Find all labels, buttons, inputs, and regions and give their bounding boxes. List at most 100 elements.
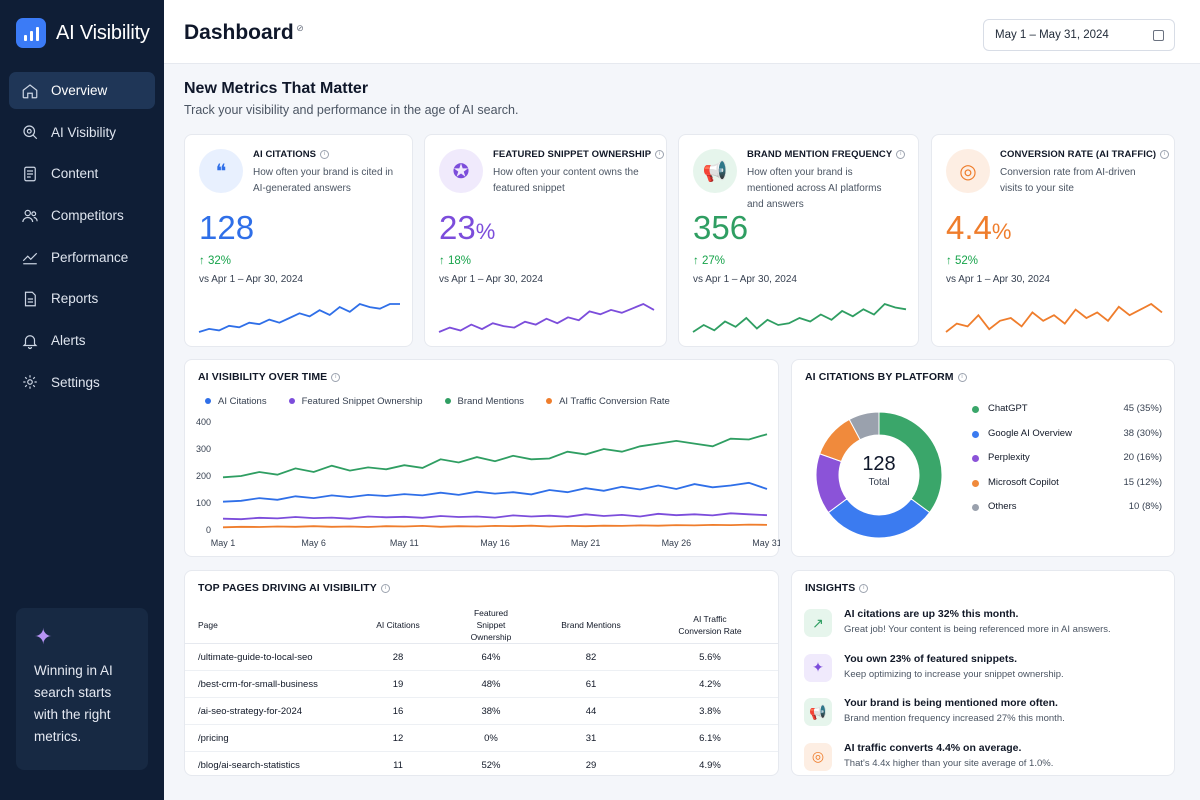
legend-dot xyxy=(444,398,451,404)
top-bar: Dashboard ⊘ May 1 – May 31, 2024 xyxy=(164,0,1200,64)
document-icon xyxy=(24,166,36,182)
column-header[interactable]: Brand Mentions xyxy=(541,607,641,644)
sidebar-item-label: AI Visibility xyxy=(51,124,117,140)
sparkline xyxy=(198,303,400,333)
sidebar-item-content[interactable]: Content xyxy=(9,155,155,192)
legend-item[interactable]: Brand Mentions xyxy=(444,396,524,407)
table-cell: 11 xyxy=(355,751,441,775)
table-row[interactable]: /pricing 12 0% 31 6.1% xyxy=(185,724,778,752)
target-icon: ◎ xyxy=(946,149,990,193)
metric-change: ↑ 32% xyxy=(199,255,231,267)
platform-legend-item[interactable]: Perplexity 20 (16%) xyxy=(972,452,1162,466)
metric-value: 128 xyxy=(199,209,255,246)
page-path-cell[interactable]: /best-crm-for-small-business xyxy=(185,670,355,698)
table-cell: 64% xyxy=(441,643,541,671)
info-icon[interactable]: i xyxy=(957,372,967,382)
sidebar-item-settings[interactable]: Settings xyxy=(9,364,155,401)
info-icon[interactable]: i xyxy=(380,583,390,593)
column-header[interactable]: AI Traffic Conversion Rate xyxy=(641,607,778,644)
table-header-row: Page AI Citations Featured Snippet Owner… xyxy=(185,607,778,644)
platform-legend-item[interactable]: Google AI Overview 38 (30%) xyxy=(972,428,1162,442)
y-tick-label: 300 xyxy=(196,444,211,454)
platform-legend-item[interactable]: Others 10 (8%) xyxy=(972,501,1162,515)
column-header[interactable]: AI Citations xyxy=(355,607,441,644)
platform-chart-card: AI CITATIONS BY PLATFORM i 128 Total Chat… xyxy=(791,359,1175,557)
legend-item[interactable]: AI Citations xyxy=(205,396,267,407)
users-icon xyxy=(22,209,38,222)
legend-dot xyxy=(288,398,295,404)
table-cell: 12 xyxy=(355,724,441,752)
series-line[interactable] xyxy=(222,433,768,479)
insight-item: ↗ AI citations are up 32% this month. Gr… xyxy=(804,606,1164,646)
sparkline-chart xyxy=(438,303,655,333)
series-line[interactable] xyxy=(222,523,768,529)
info-icon[interactable]: i xyxy=(1160,149,1170,159)
sidebar-item-overview[interactable]: Overview xyxy=(9,72,155,109)
info-icon[interactable]: i xyxy=(331,372,341,382)
table-cell: 52% xyxy=(441,751,541,775)
table-cell: 48% xyxy=(441,670,541,698)
platform-value: 20 (16%) xyxy=(1123,452,1162,463)
donut-slice[interactable] xyxy=(827,498,931,539)
date-range-picker[interactable]: May 1 – May 31, 2024 xyxy=(983,19,1175,51)
platform-value: 10 (8%) xyxy=(1128,501,1162,512)
top-pages-card: TOP PAGES DRIVING AI VISIBILITY i Page AI… xyxy=(184,570,779,776)
sidebar-item-label: Competitors xyxy=(51,208,124,224)
table-cell: 4.9% xyxy=(641,751,778,775)
sidebar-item-competitors[interactable]: Competitors xyxy=(9,197,155,234)
y-tick-label: 100 xyxy=(196,498,211,508)
platform-name: Perplexity xyxy=(988,452,1030,463)
quote-icon: ❝ xyxy=(199,149,243,193)
info-icon[interactable]: i xyxy=(320,149,330,159)
table-row[interactable]: /ai-seo-strategy-for-2024 16 38% 44 3.8% xyxy=(185,697,778,725)
column-header[interactable]: Featured Snippet Ownership xyxy=(441,607,541,644)
platform-name: Others xyxy=(988,501,1017,512)
metric-card[interactable]: 📢 BRAND MENTION FREQUENCY i How often you… xyxy=(678,134,919,347)
sidebar-item-reports[interactable]: Reports xyxy=(9,280,155,317)
gear-icon xyxy=(23,375,37,390)
platform-value: 15 (12%) xyxy=(1123,476,1162,488)
app-logo[interactable]: AI Visibility xyxy=(16,18,150,48)
metric-description: Conversion rate from AI-driven visits to… xyxy=(1000,167,1136,194)
platform-legend-item[interactable]: Microsoft Copilot 15 (12%) xyxy=(972,477,1162,491)
table-row[interactable]: /best-crm-for-small-business 19 48% 61 4.2% xyxy=(185,670,778,698)
table-row[interactable]: /ultimate-guide-to-local-seo 28 64% 82 5.6% xyxy=(185,643,778,671)
metric-description: How often your brand is cited in AI-gene… xyxy=(253,167,394,194)
sparkle-icon: ✦ xyxy=(34,624,53,649)
sidebar: AI Visibility Overview AI Visibility Con… xyxy=(0,0,164,800)
bar-chart-icon xyxy=(16,18,46,48)
series-line[interactable] xyxy=(222,481,768,503)
metric-card[interactable]: ✪ FEATURED SNIPPET OWNERSHIP i How often … xyxy=(424,134,667,347)
info-icon[interactable]: i xyxy=(896,149,906,159)
home-icon xyxy=(22,83,38,98)
page-path-cell[interactable]: /ai-seo-strategy-for-2024 xyxy=(185,697,355,725)
legend-dot xyxy=(972,479,979,487)
legend-item[interactable]: AI Traffic Conversion Rate xyxy=(546,396,670,407)
legend-item[interactable]: Featured Snippet Ownership xyxy=(288,396,423,407)
legend-dot xyxy=(546,398,553,404)
card-title: AI VISIBILITY OVER TIME i xyxy=(198,371,341,383)
metric-card[interactable]: ◎ CONVERSION RATE (AI TRAFFIC) i Conversi… xyxy=(931,134,1175,347)
page-path-cell[interactable]: /pricing xyxy=(185,724,355,752)
donut-slice[interactable] xyxy=(848,411,880,441)
metric-change: ↑ 18% xyxy=(439,255,471,267)
app-name: AI Visibility xyxy=(56,21,150,44)
table-row[interactable]: /blog/ai-search-statistics 11 52% 29 4.9% xyxy=(185,751,778,775)
metric-card[interactable]: ❝ AI CITATIONS i How often your brand is … xyxy=(184,134,413,347)
metric-change: ↑ 27% xyxy=(693,255,725,267)
series-line[interactable] xyxy=(222,512,768,521)
insight-title: AI citations are up 32% this month. xyxy=(844,608,1019,620)
info-icon[interactable]: i xyxy=(859,583,869,593)
platform-legend-item[interactable]: ChatGPT 45 (35%) xyxy=(972,403,1162,417)
page-path-cell[interactable]: /ultimate-guide-to-local-seo xyxy=(185,643,355,671)
table-cell: 61 xyxy=(541,670,641,698)
sidebar-item-performance[interactable]: Performance xyxy=(9,239,155,276)
donut-slice[interactable] xyxy=(878,411,943,514)
column-header[interactable]: Page xyxy=(185,607,355,644)
page-path-cell[interactable]: /blog/ai-search-statistics xyxy=(185,751,355,775)
table-cell: 6.1% xyxy=(641,724,778,752)
info-icon[interactable]: i xyxy=(655,149,665,159)
legend-dot xyxy=(972,504,979,511)
sidebar-item-alerts[interactable]: Alerts xyxy=(9,322,155,359)
sidebar-item-ai-visibility[interactable]: AI Visibility xyxy=(9,114,155,151)
